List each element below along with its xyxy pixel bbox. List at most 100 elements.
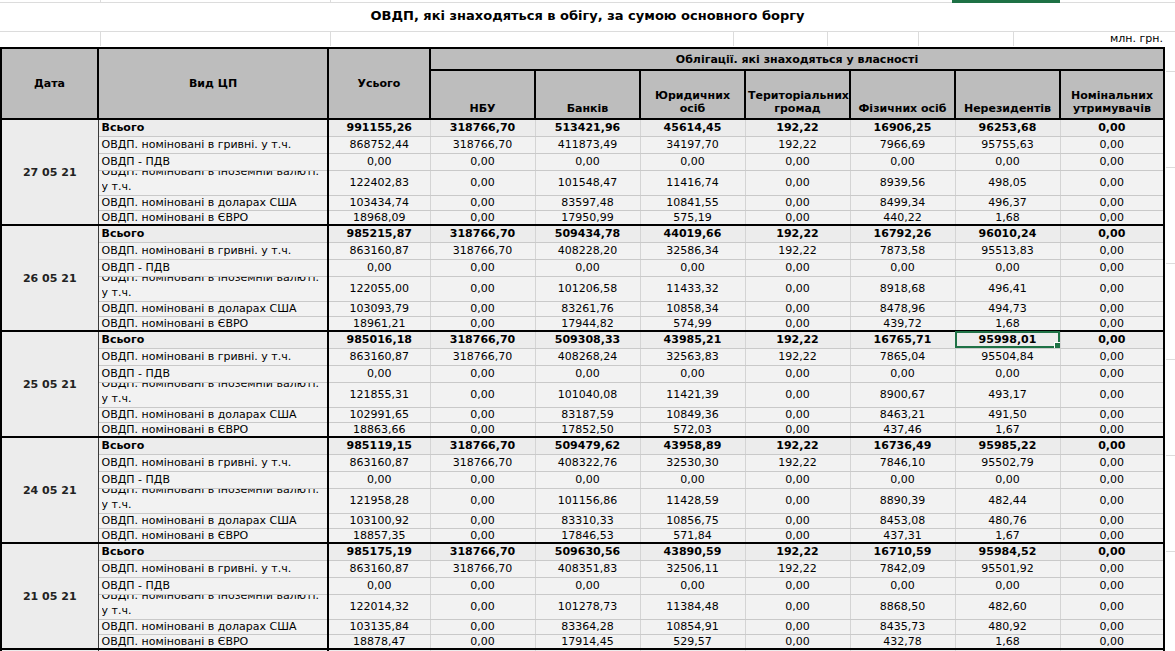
value-cell[interactable]: 0,00: [1060, 365, 1164, 382]
value-cell[interactable]: 0,00: [430, 488, 535, 513]
value-cell[interactable]: 0,00: [1060, 528, 1164, 543]
total-value-cell[interactable]: 121855,31: [328, 382, 430, 407]
value-cell[interactable]: 480,76: [955, 513, 1060, 528]
value-cell[interactable]: 0,00: [745, 577, 850, 594]
value-cell[interactable]: 509434,78: [535, 225, 640, 242]
value-cell[interactable]: 192,22: [745, 119, 850, 136]
header-type[interactable]: Вид ЦП: [98, 48, 328, 119]
total-value-cell[interactable]: 985119,15: [328, 437, 430, 454]
value-cell[interactable]: 8463,21: [850, 407, 955, 422]
value-cell[interactable]: 10849,36: [640, 407, 745, 422]
value-cell[interactable]: 0,00: [1060, 513, 1164, 528]
total-value-cell[interactable]: 0,00: [328, 259, 430, 276]
value-cell[interactable]: 16736,49: [850, 437, 955, 454]
total-value-cell[interactable]: 0,00: [328, 577, 430, 594]
value-cell[interactable]: 509308,33: [535, 331, 640, 348]
value-cell[interactable]: 0,00: [430, 619, 535, 634]
value-cell[interactable]: 480,92: [955, 619, 1060, 634]
value-cell[interactable]: 17950,99: [535, 210, 640, 225]
value-cell[interactable]: 8890,39: [850, 488, 955, 513]
value-cell[interactable]: 192,22: [745, 136, 850, 153]
value-cell[interactable]: 0,00: [1060, 594, 1164, 619]
value-cell[interactable]: 0,00: [955, 259, 1060, 276]
value-cell[interactable]: 491,50: [955, 407, 1060, 422]
value-cell[interactable]: 83364,28: [535, 619, 640, 634]
row-label-cell[interactable]: Всього: [98, 543, 328, 560]
value-cell[interactable]: 32506,11: [640, 560, 745, 577]
value-cell[interactable]: 192,22: [745, 437, 850, 454]
value-cell[interactable]: 43890,59: [640, 543, 745, 560]
value-cell[interactable]: 95755,63: [955, 136, 1060, 153]
value-cell[interactable]: 0,00: [1060, 543, 1164, 560]
total-value-cell[interactable]: 985215,87: [328, 225, 430, 242]
value-cell[interactable]: 0,00: [745, 619, 850, 634]
value-cell[interactable]: 529,57: [640, 634, 745, 649]
value-cell[interactable]: 0,00: [1060, 560, 1164, 577]
row-label-cell[interactable]: ОВДП. номіновані в доларах США: [98, 195, 328, 210]
total-value-cell[interactable]: 18857,35: [328, 528, 430, 543]
value-cell[interactable]: 318766,70: [430, 543, 535, 560]
value-cell[interactable]: 96253,68: [955, 119, 1060, 136]
row-label-cell[interactable]: ОВДП. номіновані в гривні. у т.ч.: [98, 348, 328, 365]
header-owner-territorial-communities[interactable]: Територіальних громад: [745, 70, 850, 119]
value-cell[interactable]: 11428,59: [640, 488, 745, 513]
value-cell[interactable]: 318766,70: [430, 119, 535, 136]
value-cell[interactable]: 17846,53: [535, 528, 640, 543]
value-cell[interactable]: 32563,83: [640, 348, 745, 365]
row-label-cell[interactable]: ОВДП. номіновані в доларах США: [98, 301, 328, 316]
value-cell[interactable]: 17852,50: [535, 422, 640, 437]
row-label-cell[interactable]: ОВДП. номіновані в іноземній валюті. у т…: [98, 488, 328, 513]
value-cell[interactable]: 83310,33: [535, 513, 640, 528]
value-cell[interactable]: 318766,70: [430, 136, 535, 153]
value-cell[interactable]: 0,00: [745, 170, 850, 195]
value-cell[interactable]: 0,00: [745, 528, 850, 543]
value-cell[interactable]: 494,73: [955, 301, 1060, 316]
total-value-cell[interactable]: 18961,21: [328, 316, 430, 331]
value-cell[interactable]: 0,00: [745, 594, 850, 619]
value-cell[interactable]: 575,19: [640, 210, 745, 225]
value-cell[interactable]: 0,00: [955, 577, 1060, 594]
value-cell[interactable]: 0,00: [745, 195, 850, 210]
row-label-cell[interactable]: Всього: [98, 119, 328, 136]
value-cell[interactable]: 318766,70: [430, 242, 535, 259]
header-owner-legal-entities[interactable]: Юридичних осіб: [640, 70, 745, 119]
row-label-cell[interactable]: ОВДП - ПДВ: [98, 259, 328, 276]
value-cell[interactable]: 7873,58: [850, 242, 955, 259]
value-cell[interactable]: 0,00: [955, 471, 1060, 488]
value-cell[interactable]: 8900,67: [850, 382, 955, 407]
row-label-cell[interactable]: ОВДП. номіновані в ЄВРО: [98, 634, 328, 649]
total-value-cell[interactable]: 0,00: [328, 365, 430, 382]
value-cell[interactable]: 509630,56: [535, 543, 640, 560]
total-value-cell[interactable]: 122055,00: [328, 276, 430, 301]
value-cell[interactable]: 0,00: [430, 210, 535, 225]
row-label-cell[interactable]: ОВДП. номіновані в ЄВРО: [98, 316, 328, 331]
value-cell[interactable]: 0,00: [430, 528, 535, 543]
value-cell[interactable]: 482,44: [955, 488, 1060, 513]
value-cell[interactable]: 192,22: [745, 560, 850, 577]
value-cell[interactable]: 17944,82: [535, 316, 640, 331]
total-value-cell[interactable]: 985016,18: [328, 331, 430, 348]
value-cell[interactable]: 0,00: [535, 471, 640, 488]
value-cell[interactable]: 95504,84: [955, 348, 1060, 365]
value-cell[interactable]: 0,00: [745, 407, 850, 422]
value-cell[interactable]: 7846,10: [850, 454, 955, 471]
header-ownership-band[interactable]: Облігації. які знаходяться у власності: [430, 48, 1164, 70]
value-cell[interactable]: 7842,09: [850, 560, 955, 577]
row-label-cell[interactable]: ОВДП. номіновані в доларах США: [98, 407, 328, 422]
value-cell[interactable]: 0,00: [535, 365, 640, 382]
value-cell[interactable]: 0,00: [745, 301, 850, 316]
value-cell[interactable]: 44019,66: [640, 225, 745, 242]
value-cell[interactable]: 95501,92: [955, 560, 1060, 577]
value-cell[interactable]: 408351,83: [535, 560, 640, 577]
value-cell[interactable]: 0,00: [1060, 276, 1164, 301]
value-cell[interactable]: 0,00: [1060, 454, 1164, 471]
value-cell[interactable]: 0,00: [745, 382, 850, 407]
value-cell[interactable]: 83187,59: [535, 407, 640, 422]
header-owner-banks[interactable]: Банків: [535, 70, 640, 119]
value-cell[interactable]: 192,22: [745, 225, 850, 242]
value-cell[interactable]: 411873,49: [535, 136, 640, 153]
value-cell[interactable]: 0,00: [745, 153, 850, 170]
value-cell[interactable]: 0,00: [430, 170, 535, 195]
value-cell[interactable]: 0,00: [535, 577, 640, 594]
total-value-cell[interactable]: 103093,79: [328, 301, 430, 316]
